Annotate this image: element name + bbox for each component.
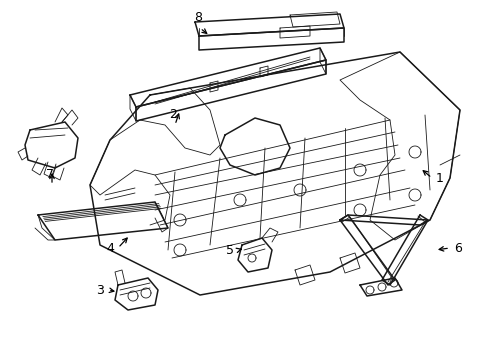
Text: 5: 5 — [225, 243, 234, 256]
Text: 3: 3 — [96, 284, 104, 297]
Text: 1: 1 — [435, 171, 443, 184]
Text: 8: 8 — [194, 11, 202, 24]
Text: 4: 4 — [106, 242, 114, 255]
Text: 6: 6 — [453, 242, 461, 255]
Text: 7: 7 — [46, 168, 54, 181]
Text: 2: 2 — [169, 108, 177, 121]
